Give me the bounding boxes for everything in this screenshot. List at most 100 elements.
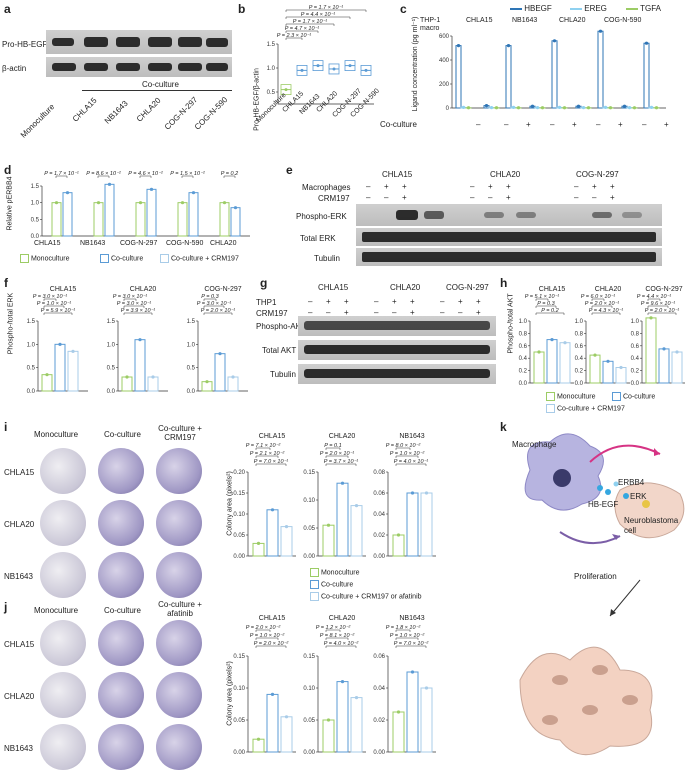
chart-j-bar-point (256, 737, 261, 741)
chart-h-bar-point (563, 341, 567, 345)
legend-co-i: Co-culture (310, 580, 353, 589)
row-label-j: CHLA20 (4, 692, 35, 701)
panel-b-letter: b (238, 2, 246, 16)
pvalue-bracket-d (97, 175, 110, 178)
bar-c-point (530, 104, 535, 108)
coculture-bracket-a (82, 90, 232, 91)
chart-i-pvalue-bracket (395, 455, 419, 458)
chart-j-pvalue-bracket-label: P = 7.0 × 10⁻² (394, 641, 429, 647)
bar-c (551, 40, 558, 109)
panel-j-letter: j (4, 600, 8, 614)
chart-j-pvalue-bracket (395, 645, 427, 648)
macrophage-nucleus (553, 469, 571, 487)
bar-c-point (466, 106, 471, 110)
chart-f-bar-point (58, 342, 62, 346)
chart-f-pvalue-bracket (123, 298, 137, 301)
row-label-j: NB1643 (4, 744, 33, 753)
coculture-sign: – (476, 120, 481, 129)
chart-f-y-tick-label: 1.5 (27, 319, 36, 325)
panel-h-letter: h (500, 276, 508, 290)
chart-j-bar (392, 711, 405, 753)
chart-i-bar-point (424, 491, 429, 495)
bar-d (230, 207, 241, 237)
pvalue-bracket-d (223, 175, 236, 178)
chart-h-pvalue-bracket-label: P = 2.0 × 10⁻¹ (585, 301, 620, 307)
blot-label-tubulin-g: Tubulin (270, 370, 296, 379)
chart-f-y-tick-label: 1.0 (27, 342, 36, 348)
legend-mono-h: Monoculture (546, 392, 595, 401)
blot-label-total-erk: Total ERK (300, 234, 336, 243)
chart-h-y-tick-label: 0.0 (519, 381, 528, 387)
signs-e: – + + – + + – + + – – + – – + – – + (354, 182, 664, 204)
signal-arrow (559, 531, 621, 545)
chart-c: 0 200 400 600 (439, 29, 666, 112)
cell-line-label-e: COG-N-297 (576, 170, 619, 179)
panel-c-letter: c (400, 2, 407, 16)
y-axis-label-h: Phospho-/total AKT (507, 293, 515, 354)
coculture-label-c: Co-culture (380, 120, 417, 129)
bar-c (455, 45, 462, 109)
treatment-sign: – (458, 308, 463, 317)
bar-d-point (138, 201, 143, 205)
chart-i-y-tick-label: 0.02 (373, 533, 385, 539)
chart-i-bar (252, 542, 265, 557)
y-axis-label-i: Colony area (pixels²) (226, 471, 234, 536)
chart-j-y-tick-label: 0.10 (303, 686, 315, 692)
blot-label-beta-actin: β-actin (2, 64, 27, 73)
colony-dish (98, 448, 144, 494)
row-label-i: CHLA20 (4, 520, 35, 529)
chart-h-pvalue-bracket (647, 312, 677, 315)
chart-j-y-tick-label: 0.00 (373, 750, 385, 756)
chart-h-pvalue-bracket (591, 312, 621, 315)
chart-h-y-tick-label: 0.4 (631, 356, 640, 362)
chart-i-y-tick-label: 0.06 (373, 491, 385, 497)
chart-i-y-tick-label: 0.00 (233, 554, 245, 560)
lane-label: NB1643 (102, 98, 130, 126)
coculture-signs-c: – – + – + – + – + (438, 120, 669, 130)
chart-h-bar-point (649, 316, 653, 320)
bar-d-point (149, 187, 154, 191)
chart-i-y-tick-label: 0.10 (303, 498, 315, 504)
bar-d-point (54, 201, 59, 205)
pvalue-bracket-b-label: P = 1.7 × 10⁻¹ (293, 19, 328, 25)
chart-c-y-tick-label: 600 (439, 34, 450, 40)
treatment-sign: – (366, 193, 371, 202)
chart-h-pvalue-bracket (535, 305, 557, 308)
chart-h-y-tick-label: 0.8 (519, 331, 528, 337)
legend-mono-d: Monoculture (20, 254, 69, 263)
chart-f-y-tick-label: 0.0 (187, 389, 196, 395)
bar-c (597, 30, 604, 109)
bar-c-point (654, 106, 659, 110)
treatment-sign: + (506, 182, 511, 191)
colony-dish (98, 672, 144, 718)
row-label-macrophages: Macrophages (302, 183, 351, 192)
chart-i-pvalue-bracket (325, 447, 341, 450)
bar-c (643, 42, 650, 109)
chart-i-y-tick-label: 0.20 (233, 470, 245, 476)
x-tick-label: COG-N-590 (166, 240, 204, 247)
chart-j-bar-point (340, 680, 345, 684)
x-tick-label: COG-N-297 (120, 240, 158, 247)
chart-f-y-tick-label: 1.5 (107, 319, 116, 325)
chart-i-bar-point (256, 541, 261, 545)
treatment-sign: + (476, 308, 481, 317)
group-label-c: COG-N-590 (604, 17, 642, 24)
panel-e-letter: e (286, 163, 293, 177)
chart-f-bar-point (71, 349, 75, 353)
chart-h-pvalue-bracket-label: P = 0.2 (541, 308, 558, 314)
chart-h-bar (658, 348, 670, 384)
chart-i-bar (280, 526, 293, 557)
treatment-sign: – (374, 308, 379, 317)
blot-label-tubulin-e: Tubulin (314, 254, 340, 263)
row-label-j: CHLA15 (4, 640, 35, 649)
pvalue-bracket-d-label: P = 4.6 × 10⁻² (128, 171, 163, 177)
chart-c-y-tick-label: 400 (439, 58, 450, 64)
chart-j-bar (406, 671, 419, 753)
chart-i-pvalue-bracket (325, 455, 349, 458)
treatment-sign: – (488, 193, 493, 202)
point-b (348, 64, 352, 68)
chart-f-bar (41, 374, 53, 392)
panel-i-letter: i (4, 420, 8, 434)
erk-dot (642, 500, 650, 508)
chart-j-bar-point (284, 715, 289, 719)
